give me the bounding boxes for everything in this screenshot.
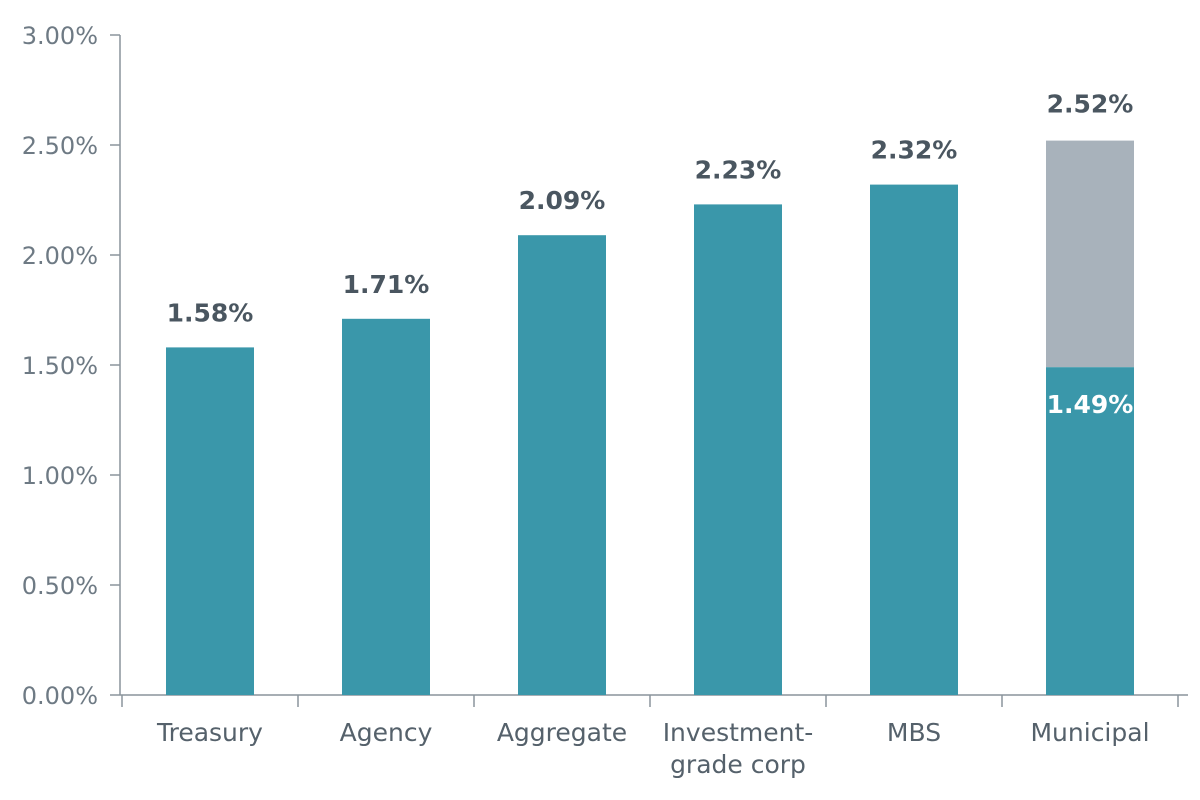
bar-value-label: 1.71%	[343, 270, 430, 299]
y-tick-label: 3.00%	[22, 22, 98, 50]
bar	[518, 235, 606, 695]
x-category-label: Agency	[340, 718, 433, 747]
x-axis: Treasury Agency Aggregate Investment-grade …	[120, 694, 1188, 779]
bar-value-label: 2.23%	[695, 155, 782, 184]
y-tick-label: 1.50%	[22, 352, 98, 380]
bars	[166, 140, 1134, 695]
bar-total-label: 2.52%	[1047, 90, 1134, 119]
x-category-label: Municipal	[1030, 718, 1149, 747]
x-category-label: Aggregate	[497, 718, 627, 747]
x-category-label: Treasury	[156, 718, 263, 747]
x-category-label: grade corp	[670, 750, 806, 779]
x-category-label: Investment-	[663, 718, 814, 747]
bar-value-label: 1.49%	[1047, 390, 1134, 419]
y-axis: 0.00% 0.50% 1.00% 1.50% 2.00% 2.50% 3.00%	[22, 22, 121, 710]
bar-value-label: 1.58%	[167, 298, 254, 327]
y-tick-label: 0.50%	[22, 572, 98, 600]
value-labels: 1.58% 1.71% 2.09% 2.23% 2.32% 2.52% 1.49%	[167, 90, 1134, 420]
y-tick-label: 1.00%	[22, 462, 98, 490]
bar-extra-segment	[1046, 140, 1134, 368]
bar-value-label: 2.09%	[519, 186, 606, 215]
y-tick-label: 2.50%	[22, 132, 98, 160]
bar	[1046, 367, 1134, 695]
bar	[342, 318, 430, 695]
bar	[166, 347, 254, 695]
bar-value-label: 2.32%	[871, 136, 958, 165]
y-tick-label: 2.00%	[22, 242, 98, 270]
y-tick-label: 0.00%	[22, 682, 98, 710]
bar	[694, 204, 782, 695]
bar	[870, 184, 958, 695]
x-category-label: MBS	[887, 718, 941, 747]
